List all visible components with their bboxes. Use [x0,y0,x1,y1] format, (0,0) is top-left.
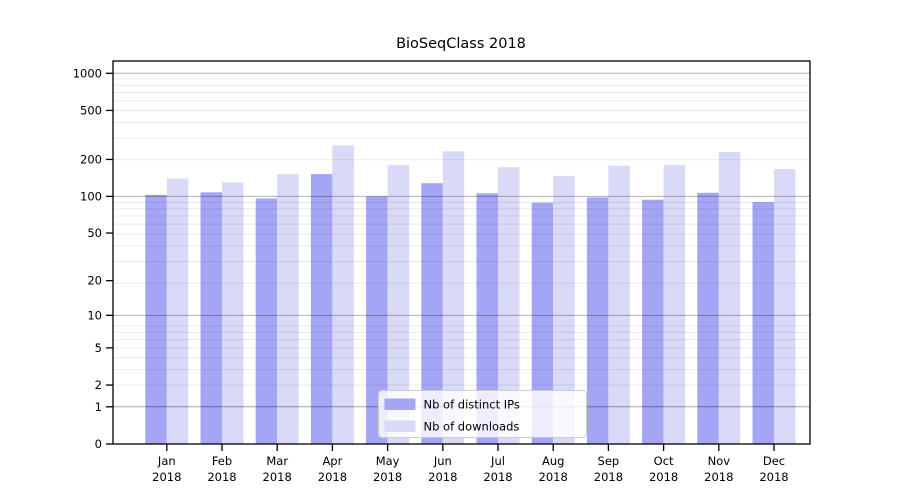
bar-nb-of-downloads-dec [774,169,796,444]
bar-nb-of-distinct-ips-jan [145,194,167,444]
x-tick-sublabel-aug: 2018 [539,470,568,484]
bar-nb-of-downloads-feb [222,182,244,444]
bar-nb-of-downloads-aug [553,175,575,444]
x-tick-sublabel-jun: 2018 [428,470,457,484]
y-tick-label-200: 200 [80,152,102,166]
x-tick-label-apr: Apr [322,454,342,468]
y-tick-label-50: 50 [87,226,102,240]
x-tick-label-oct: Oct [654,454,674,468]
bar-nb-of-downloads-may [387,165,410,444]
bar-nb-of-downloads-jun [442,151,465,445]
bar-nb-of-distinct-ips-aug [531,202,554,444]
x-tick-sublabel-apr: 2018 [318,470,347,484]
x-tick-label-nov: Nov [708,454,731,468]
legend: Nb of distinct IPs Nb of downloads [378,390,587,438]
bar-nb-of-distinct-ips-dec [752,202,774,444]
bar-nb-of-downloads-apr [332,145,354,444]
x-tick-sublabel-oct: 2018 [649,470,678,484]
bars-layer [145,145,796,445]
y-tick-label-2: 2 [95,378,102,392]
x-tick-label-feb: Feb [212,454,232,468]
x-tick-label-may: May [376,454,400,468]
bar-nb-of-distinct-ips-feb [200,192,222,444]
bar-nb-of-downloads-nov [718,152,741,444]
y-axis: 0 1 2 5 10 20 50 100 200 500 1000 [73,66,113,451]
x-tick-label-jun: Jun [433,454,452,468]
x-tick-sublabel-may: 2018 [373,470,402,484]
bar-nb-of-downloads-mar [277,174,299,444]
bar-nb-of-distinct-ips-jun [421,183,443,444]
x-tick-sublabel-feb: 2018 [207,470,236,484]
x-tick-sublabel-sep: 2018 [594,470,623,484]
x-tick-sublabel-dec: 2018 [759,470,788,484]
x-tick-label-aug: Aug [542,454,564,468]
bar-nb-of-downloads-jan [166,178,189,444]
bar-nb-of-downloads-oct [663,164,686,445]
bar-nb-of-distinct-ips-mar [255,198,278,444]
x-tick-sublabel-mar: 2018 [263,470,292,484]
y-tick-label-100: 100 [80,189,102,203]
y-tick-label-1000: 1000 [73,66,102,80]
bar-nb-of-distinct-ips-nov [697,192,719,444]
y-tick-label-0: 0 [95,437,102,451]
x-tick-sublabel-jul: 2018 [483,470,512,484]
x-tick-sublabel-nov: 2018 [704,470,733,484]
y-tick-label-10: 10 [87,308,102,322]
x-tick-label-dec: Dec [763,454,785,468]
bar-nb-of-distinct-ips-apr [310,174,333,444]
bar-nb-of-downloads-jul [498,167,520,444]
axis-frame [112,60,811,445]
legend-box [378,390,587,438]
bar-nb-of-downloads-sep [608,165,630,444]
bar-nb-of-distinct-ips-may [366,196,388,444]
y-tick-label-1: 1 [95,400,102,414]
x-tick-label-jan: Jan [157,454,176,468]
x-tick-sublabel-jan: 2018 [152,470,181,484]
bar-nb-of-distinct-ips-jul [476,193,498,444]
y-tick-label-5: 5 [95,341,102,355]
y-tick-label-20: 20 [87,274,102,288]
legend-swatch-nb-of-distinct-ips [384,398,416,410]
x-tick-label-sep: Sep [598,454,620,468]
x-axis: Jan 2018 Feb 2018 Mar 2018 Apr 2018 May 2018 Jun 20… [152,444,789,484]
bar-nb-of-distinct-ips-oct [642,199,664,444]
x-tick-label-mar: Mar [266,454,288,468]
legend-label-nb-of-distinct-ips: Nb of distinct IPs [424,398,520,412]
gridlines-layer [113,72,810,408]
legend-label-nb-of-downloads: Nb of downloads [424,420,520,434]
bar-nb-of-distinct-ips-sep [586,197,609,444]
legend-swatch-nb-of-downloads [384,420,416,432]
y-tick-label-500: 500 [80,103,102,117]
x-tick-label-jul: Jul [490,454,505,468]
chart-title: BioSeqClass 2018 [396,36,526,52]
